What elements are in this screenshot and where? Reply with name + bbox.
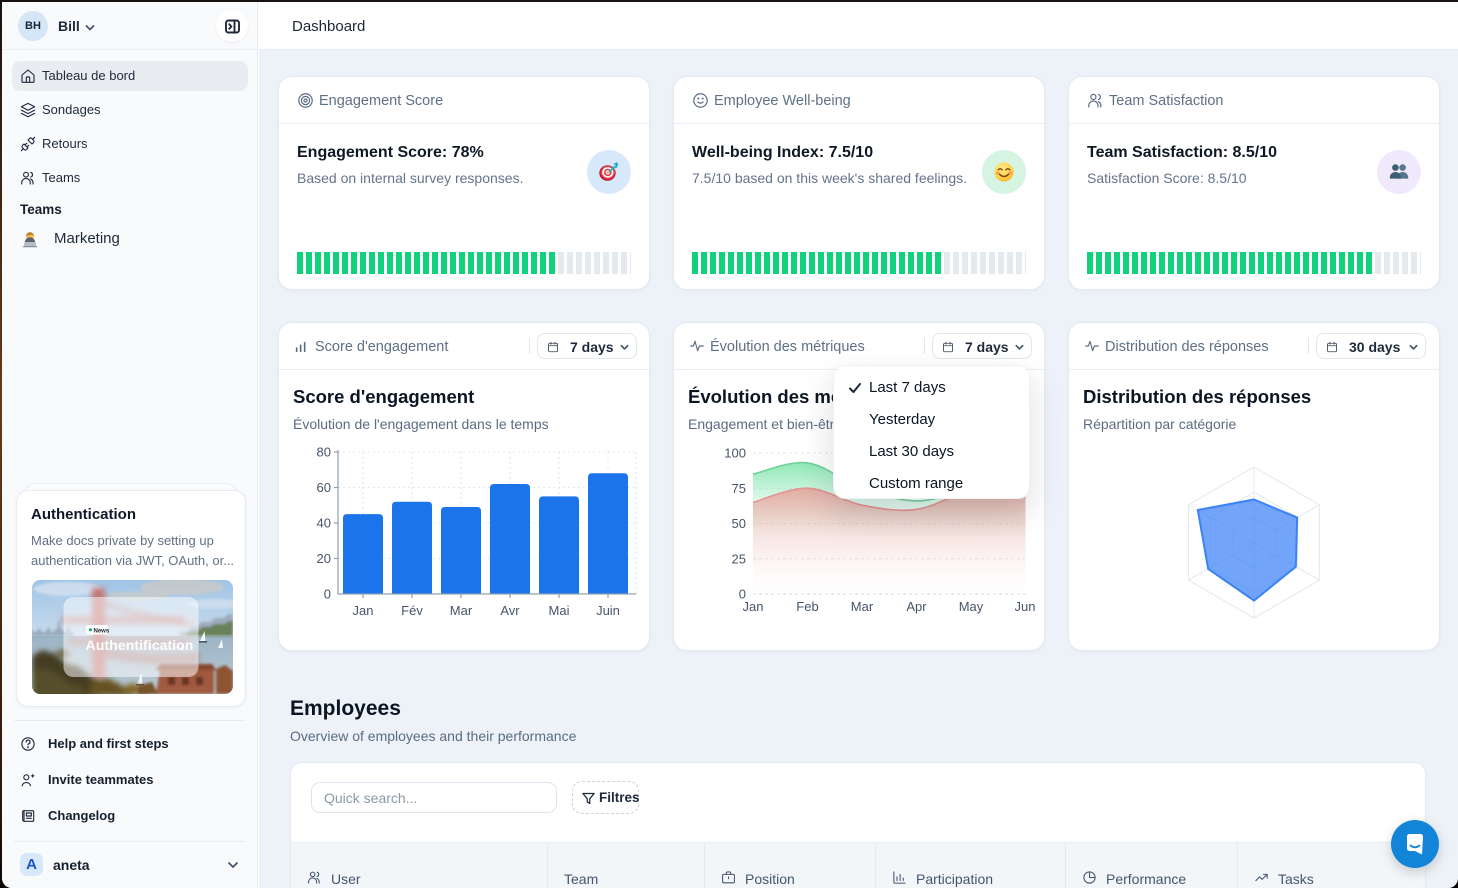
svg-text:Fév: Fév [401,603,423,618]
svg-text:Jan: Jan [353,603,374,618]
svg-text:Mar: Mar [450,603,473,618]
svg-text:News: News [94,628,110,634]
svg-text:Jun: Jun [1015,599,1036,614]
svg-text:Mai: Mai [549,603,570,618]
svg-text:Authentification: Authentification [86,638,194,654]
svg-text:Juin: Juin [596,603,620,618]
svg-text:0: 0 [739,587,746,602]
svg-text:20: 20 [317,551,331,566]
svg-text:Apr: Apr [906,599,927,614]
svg-text:40: 40 [317,516,331,531]
svg-text:100: 100 [724,446,746,461]
svg-text:60: 60 [317,480,331,495]
svg-text:Feb: Feb [796,599,818,614]
svg-text:25: 25 [732,551,746,566]
svg-text:May: May [959,599,984,614]
svg-text:Mar: Mar [851,599,874,614]
svg-text:0: 0 [324,587,331,602]
svg-text:Avr: Avr [500,603,520,618]
svg-text:75: 75 [732,481,746,496]
svg-text:Jan: Jan [743,599,764,614]
svg-text:50: 50 [732,516,746,531]
svg-text:80: 80 [317,446,331,460]
